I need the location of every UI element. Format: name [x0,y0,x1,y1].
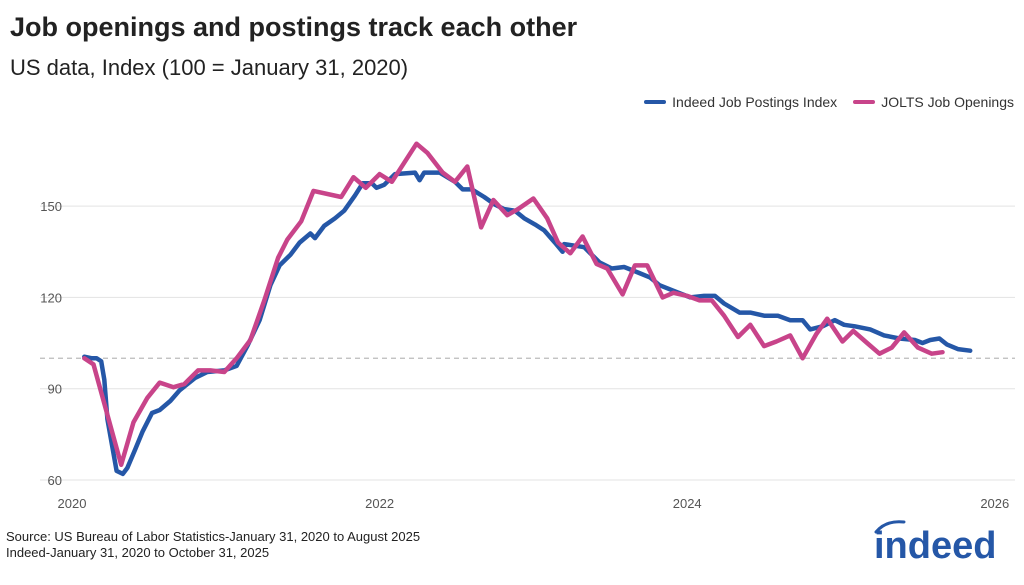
legend-swatch-jolts [853,100,876,104]
legend-item-jolts: JOLTS Job Openings [853,94,1014,110]
legend-label-jolts: JOLTS Job Openings [881,94,1014,110]
series-line-indeed-postings [82,170,973,477]
y-tick-label: 90 [48,382,62,397]
legend-label-indeed: Indeed Job Postings Index [672,94,838,110]
x-tick-label: 2026 [980,496,1009,511]
legend: Indeed Job Postings Index JOLTS Job Open… [644,94,1014,110]
source-line-1: Source: US Bureau of Labor Statistics-Ja… [6,529,421,544]
chart-subtitle: US data, Index (100 = January 31, 2020) [10,55,409,80]
chart-title: Job openings and postings track each oth… [10,12,578,42]
y-tick-label: 60 [48,473,62,488]
source-line-2: Indeed-January 31, 2020 to October 31, 2… [6,545,270,560]
source-note: Source: US Bureau of Labor Statistics-Ja… [6,529,420,561]
y-tick-label: 150 [40,199,62,214]
legend-item-indeed: Indeed Job Postings Index [644,94,837,110]
svg-text:indeed: indeed [874,525,996,564]
indeed-logo: indeed [874,520,996,564]
legend-swatch-indeed [644,100,667,104]
x-tick-label: 2020 [58,496,87,511]
series-line-jolts-openings [82,141,945,468]
x-tick-label: 2024 [673,496,702,511]
y-tick-label: 120 [40,290,62,305]
x-tick-label: 2022 [365,496,394,511]
